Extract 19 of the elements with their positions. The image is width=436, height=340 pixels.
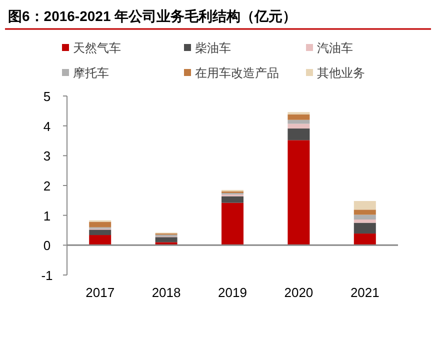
y-tick-label: -1 <box>41 268 53 283</box>
legend-label: 摩托车 <box>73 66 109 80</box>
y-tick-label: 4 <box>43 118 51 134</box>
legend-label: 柴油车 <box>195 41 231 55</box>
x-tick-label: 2021 <box>350 285 380 300</box>
x-tick-label: 2020 <box>284 285 314 300</box>
x-tick-label: 2017 <box>86 285 115 300</box>
legend-label: 其他业务 <box>317 66 365 80</box>
x-tick-label: 2019 <box>218 285 247 300</box>
y-tick-label: 2 <box>43 178 51 194</box>
legend-label: 天然气车 <box>73 41 121 55</box>
chart-title: 图6：2016-2021 年公司业务毛利结构（亿元） <box>8 8 297 24</box>
legend-label: 汽油车 <box>317 41 353 55</box>
legend-label: 在用车改造产品 <box>195 66 279 80</box>
y-tick-label: 1 <box>43 208 51 224</box>
y-tick-label: 5 <box>43 89 51 104</box>
x-tick-label: 2018 <box>152 285 181 300</box>
y-tick-label: 3 <box>43 148 51 164</box>
y-tick-label: 0 <box>43 238 51 254</box>
